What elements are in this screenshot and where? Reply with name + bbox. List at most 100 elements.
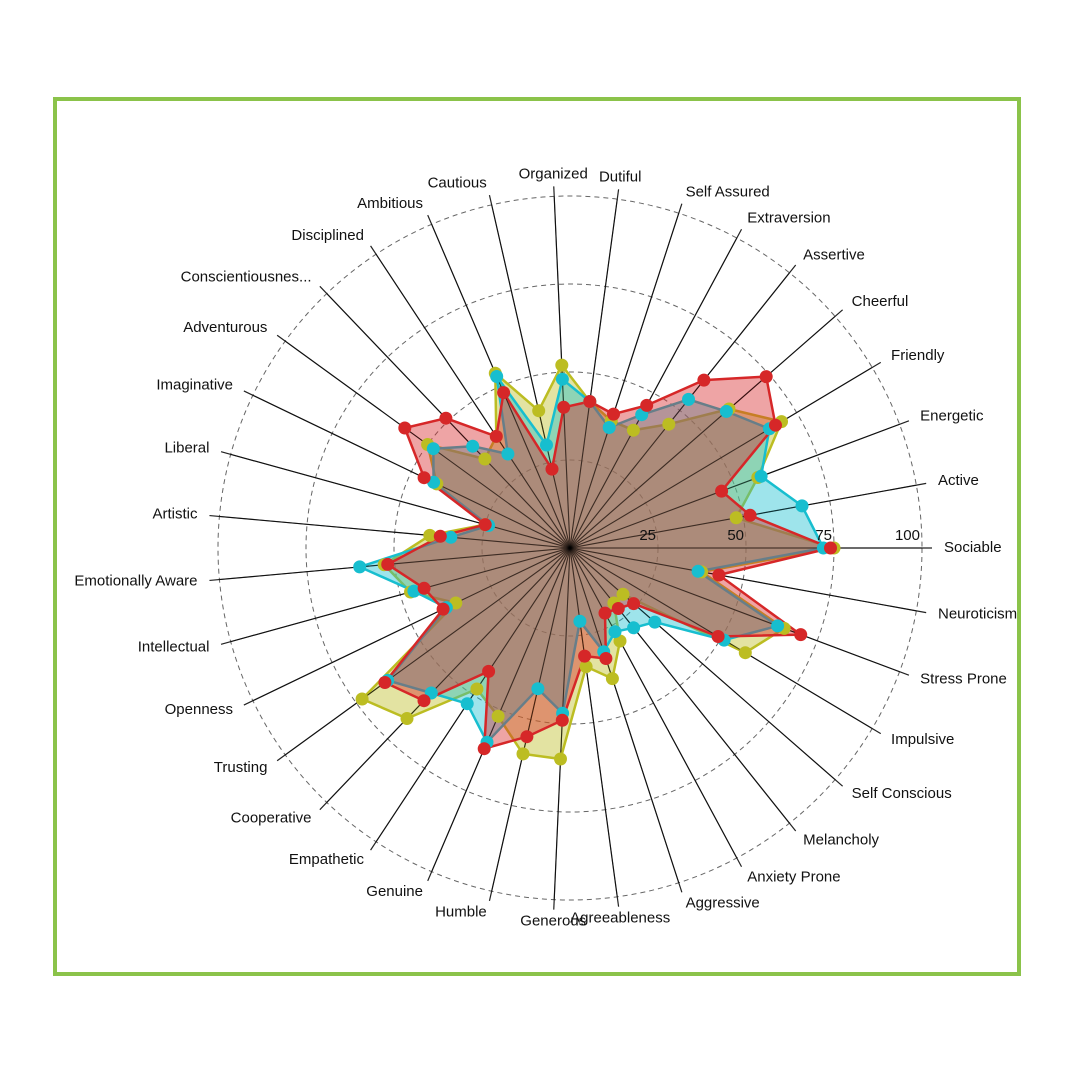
data-point[interactable] <box>400 712 414 725</box>
spoke-overlay <box>569 237 738 549</box>
data-point[interactable] <box>627 621 641 635</box>
data-point[interactable] <box>640 398 654 412</box>
category-label: Anxiety Prone <box>747 868 840 885</box>
spoke-overlay <box>230 547 571 643</box>
data-point[interactable] <box>433 529 447 543</box>
category-label: Openness <box>165 701 233 718</box>
data-point[interactable] <box>754 469 768 483</box>
spoke-overlay <box>569 547 900 673</box>
data-point[interactable] <box>759 370 773 384</box>
data-point[interactable] <box>466 439 480 453</box>
spoke-overlay <box>569 316 836 549</box>
data-point[interactable] <box>520 730 534 744</box>
data-point[interactable] <box>497 386 511 400</box>
category-label: Active <box>938 472 979 489</box>
data-point[interactable] <box>417 581 431 595</box>
spoke-overlay <box>431 547 571 872</box>
category-label: Trusting <box>214 759 268 776</box>
data-point[interactable] <box>611 602 625 615</box>
data-point[interactable] <box>477 742 491 756</box>
data-point[interactable] <box>627 597 641 611</box>
data-point[interactable] <box>573 614 587 628</box>
data-point[interactable] <box>353 560 367 574</box>
data-point[interactable] <box>532 404 546 418</box>
data-point[interactable] <box>711 630 725 643</box>
data-point[interactable] <box>795 499 809 513</box>
category-label: Cheerful <box>852 293 909 310</box>
data-point[interactable] <box>426 442 440 456</box>
spoke-overlay <box>569 213 680 549</box>
data-point[interactable] <box>599 652 613 665</box>
data-point[interactable] <box>729 511 743 525</box>
tick-label: 25 <box>639 527 656 544</box>
data-point[interactable] <box>381 557 395 571</box>
data-point[interactable] <box>460 697 474 711</box>
tick-label: 75 <box>815 527 832 544</box>
data-point[interactable] <box>555 372 569 386</box>
spoke-overlay <box>284 547 571 756</box>
spoke-overlay <box>569 547 738 859</box>
data-point[interactable] <box>691 564 705 578</box>
data-point[interactable] <box>355 692 369 706</box>
category-label: Self Assured <box>686 183 770 200</box>
data-point[interactable] <box>501 447 515 461</box>
data-point[interactable] <box>794 628 808 642</box>
data-point[interactable] <box>489 429 503 443</box>
data-point[interactable] <box>482 664 496 678</box>
data-point[interactable] <box>555 358 569 372</box>
data-point[interactable] <box>608 625 622 639</box>
data-point[interactable] <box>398 421 412 435</box>
data-point[interactable] <box>648 615 662 629</box>
data-point[interactable] <box>616 587 630 601</box>
data-point[interactable] <box>662 417 676 431</box>
data-point[interactable] <box>557 400 571 414</box>
data-point[interactable] <box>626 423 640 437</box>
data-point[interactable] <box>743 508 757 522</box>
data-point[interactable] <box>719 404 733 418</box>
data-point[interactable] <box>715 484 729 498</box>
data-point[interactable] <box>439 411 453 425</box>
spoke-overlay <box>569 547 836 780</box>
data-point[interactable] <box>516 747 530 761</box>
data-point[interactable] <box>444 530 458 544</box>
data-point[interactable] <box>605 672 619 686</box>
data-point[interactable] <box>470 682 484 696</box>
category-label: Agreeableness <box>570 910 670 927</box>
data-point[interactable] <box>478 518 492 532</box>
data-point[interactable] <box>602 421 616 434</box>
data-point[interactable] <box>579 660 593 674</box>
data-point[interactable] <box>555 713 569 727</box>
data-point[interactable] <box>491 709 505 723</box>
category-label: Self Conscious <box>852 785 952 802</box>
spoke-overlay <box>569 423 900 549</box>
data-point[interactable] <box>436 602 450 616</box>
data-point[interactable] <box>378 676 392 689</box>
data-point[interactable] <box>607 407 620 421</box>
category-label: Cautious <box>428 174 487 191</box>
data-point[interactable] <box>540 438 553 452</box>
spoke-overlay <box>219 547 571 581</box>
data-point[interactable] <box>738 646 752 660</box>
data-point[interactable] <box>545 462 559 476</box>
data-point[interactable] <box>578 649 592 663</box>
data-point[interactable] <box>697 373 711 387</box>
category-label: Conscientiousnes... <box>181 269 312 286</box>
data-point[interactable] <box>771 619 785 633</box>
data-point[interactable] <box>407 584 421 598</box>
data-point[interactable] <box>531 682 545 696</box>
data-point[interactable] <box>417 471 431 485</box>
data-point[interactable] <box>769 418 782 432</box>
data-point[interactable] <box>824 541 837 555</box>
data-point[interactable] <box>490 370 504 383</box>
data-point[interactable] <box>554 752 567 766</box>
data-point[interactable] <box>478 452 492 466</box>
data-point[interactable] <box>682 392 695 406</box>
data-point[interactable] <box>423 528 437 542</box>
data-point[interactable] <box>417 694 431 708</box>
data-point[interactable] <box>598 606 612 620</box>
data-point[interactable] <box>583 395 597 408</box>
category-label: Liberal <box>164 439 209 456</box>
data-point[interactable] <box>712 568 726 582</box>
category-label: Artistic <box>153 505 199 522</box>
